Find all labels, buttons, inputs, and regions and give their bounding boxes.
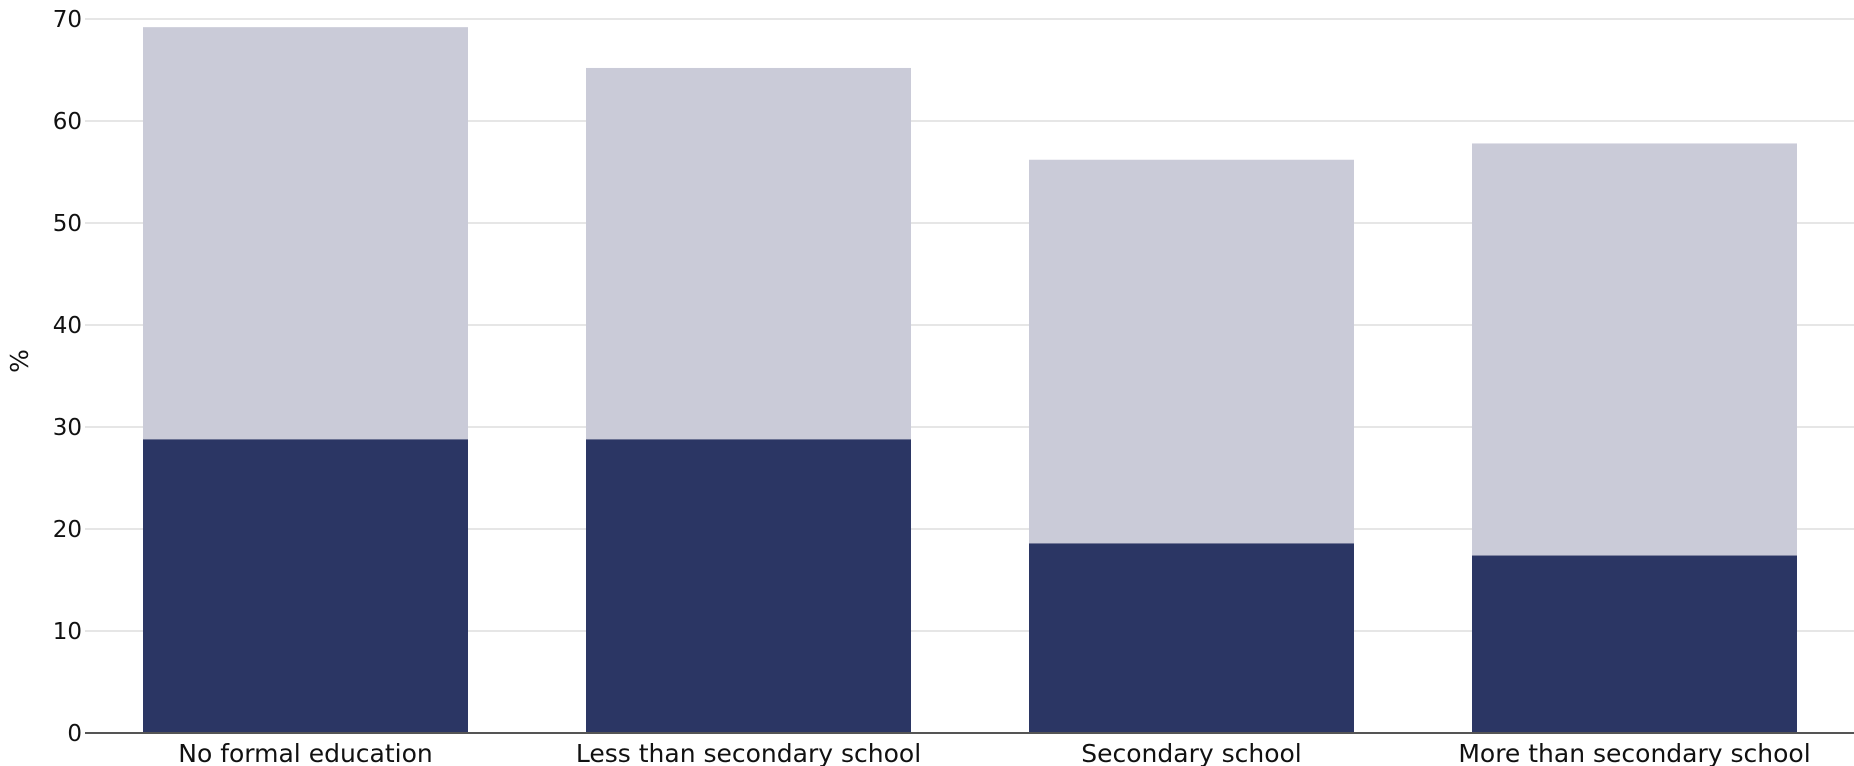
y-tick-label: 40 xyxy=(53,313,82,339)
y-tick-label: 70 xyxy=(53,7,82,33)
bar-segment xyxy=(1472,143,1797,556)
bars xyxy=(143,27,1797,733)
x-category-label: Less than secondary school xyxy=(576,739,921,766)
bar-segment xyxy=(586,67,911,440)
y-tick-label: 60 xyxy=(53,109,82,135)
x-category-label: Secondary school xyxy=(1081,739,1302,766)
bar-segment xyxy=(1472,555,1797,733)
axes: 0 10 20 30 40 50 60 70 No formal education Less t… xyxy=(53,7,1854,766)
y-axis-title: % xyxy=(5,349,34,373)
y-tick-label: 30 xyxy=(53,415,82,441)
bar-segment xyxy=(1029,543,1354,733)
x-category-label: No formal education xyxy=(178,739,433,766)
x-category-label: More than secondary school xyxy=(1458,739,1810,766)
y-tick-label: 0 xyxy=(67,721,82,747)
y-tick-label: 50 xyxy=(53,211,82,237)
bar-segment xyxy=(143,27,468,440)
bar-segment xyxy=(1029,159,1354,544)
bar-segment xyxy=(586,439,911,733)
bar-segment xyxy=(143,439,468,733)
y-tick-label: 20 xyxy=(53,517,82,543)
y-tick-label: 10 xyxy=(53,619,82,645)
